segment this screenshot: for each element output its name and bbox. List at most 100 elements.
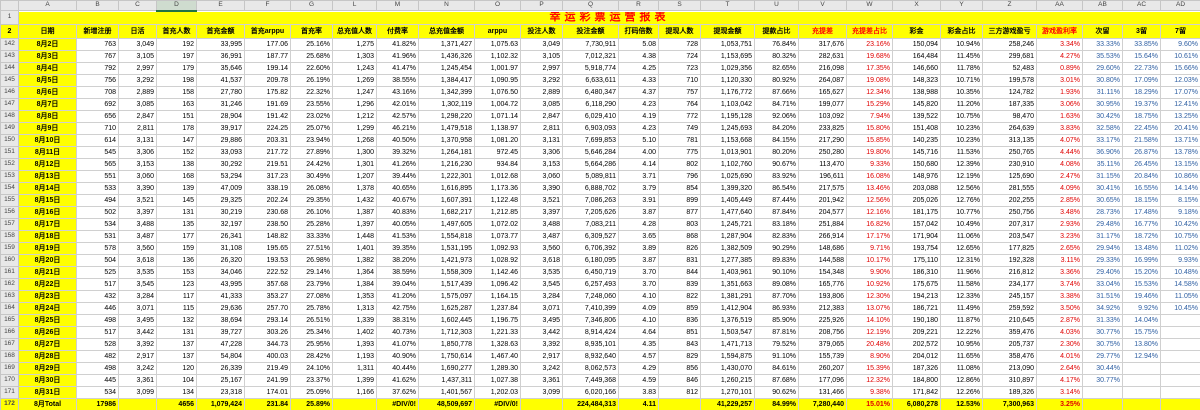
cell[interactable]: 26.51%: [290, 314, 333, 327]
cell[interactable]: 29.40%: [1082, 266, 1123, 279]
row-number[interactable]: 152: [0, 158, 19, 171]
cell[interactable]: 29,636: [196, 302, 245, 315]
row-number[interactable]: 158: [0, 230, 19, 243]
cell[interactable]: 1,216,230: [418, 158, 475, 171]
cell[interactable]: 7,248,060: [562, 290, 619, 303]
cell[interactable]: 3.36%: [1036, 266, 1083, 279]
row-number[interactable]: 146: [0, 86, 19, 99]
row-number[interactable]: 168: [0, 350, 19, 363]
cell[interactable]: 10.75%: [940, 110, 983, 123]
cell[interactable]: 6,180,095: [562, 254, 619, 267]
cell[interactable]: 123: [156, 278, 197, 291]
cell[interactable]: 1,384: [332, 278, 377, 291]
column-letter-W[interactable]: W: [846, 0, 893, 11]
cell[interactable]: 4.10: [618, 314, 659, 327]
cell[interactable]: 5,646,284: [562, 146, 619, 159]
cell[interactable]: 241.99: [244, 374, 291, 387]
cell[interactable]: 9.60%: [1160, 38, 1200, 51]
cell[interactable]: 4.29: [618, 362, 659, 375]
cell[interactable]: 30.77%: [1082, 374, 1123, 387]
cell[interactable]: 219.51: [244, 158, 291, 171]
cell[interactable]: [1160, 338, 1200, 351]
column-letter-N[interactable]: N: [418, 0, 475, 11]
cell[interactable]: 1,122.48: [474, 194, 521, 207]
cell[interactable]: 18.72%: [1122, 230, 1161, 243]
cell[interactable]: 33,995: [196, 38, 245, 51]
date-cell[interactable]: 8月9日: [18, 122, 77, 135]
cell[interactable]: 517: [76, 278, 119, 291]
cell[interactable]: 1,103,042: [700, 98, 755, 111]
cell[interactable]: 12.65%: [940, 242, 983, 255]
cell[interactable]: 796: [658, 170, 701, 183]
cell[interactable]: 708: [76, 86, 119, 99]
cell[interactable]: 1,176,772: [700, 86, 755, 99]
cell[interactable]: 1,245,454: [418, 62, 475, 75]
cell[interactable]: 972.45: [474, 146, 521, 159]
cell[interactable]: 104: [156, 374, 197, 387]
cell[interactable]: 117: [156, 290, 197, 303]
cell[interactable]: 11.20%: [940, 98, 983, 111]
cell[interactable]: 137: [156, 338, 197, 351]
cell[interactable]: 812: [658, 386, 701, 399]
cell[interactable]: 4.27%: [1036, 50, 1083, 63]
cell[interactable]: 131: [156, 326, 197, 339]
cell[interactable]: 39.44%: [376, 170, 419, 183]
cell[interactable]: [1160, 386, 1200, 399]
cell[interactable]: 1,075.63: [474, 38, 521, 51]
cell[interactable]: 10.35%: [940, 86, 983, 99]
cell[interactable]: 4656: [156, 398, 197, 410]
cell[interactable]: 5,664,286: [562, 158, 619, 171]
cell[interactable]: 8,932,640: [562, 350, 619, 363]
date-cell[interactable]: 8月12日: [18, 158, 77, 171]
cell[interactable]: 87.44%: [754, 194, 799, 207]
cell[interactable]: 4.35: [618, 338, 659, 351]
column-header-3[interactable]: 首充人数: [156, 24, 197, 39]
column-header-1[interactable]: 新增注册: [76, 24, 119, 39]
cell[interactable]: 1,196.75: [474, 314, 521, 327]
cell[interactable]: 179: [156, 62, 197, 75]
date-cell[interactable]: 8月23日: [18, 290, 77, 303]
cell[interactable]: 1,243: [332, 62, 377, 75]
cell[interactable]: 14.58%: [1160, 278, 1200, 291]
cell[interactable]: 1,382: [332, 254, 377, 267]
cell[interactable]: 10.17%: [846, 254, 893, 267]
cell[interactable]: 29.60%: [1082, 62, 1123, 75]
cell[interactable]: [118, 398, 157, 410]
cell[interactable]: 41.26%: [376, 158, 419, 171]
cell[interactable]: 29,325: [196, 194, 245, 207]
cell[interactable]: 196,611: [798, 170, 847, 183]
cell[interactable]: 1,302,119: [418, 98, 475, 111]
cell[interactable]: 14.14%: [1160, 182, 1200, 195]
cell[interactable]: 1,497,605: [418, 218, 475, 231]
cell[interactable]: 203.31: [244, 134, 291, 147]
cell[interactable]: 10.23%: [940, 122, 983, 135]
cell[interactable]: 120: [156, 362, 197, 375]
cell[interactable]: 30.80%: [1082, 74, 1123, 87]
date-cell[interactable]: 8月19日: [18, 242, 77, 255]
cell[interactable]: 26.98%: [290, 254, 333, 267]
cell[interactable]: 282,631: [798, 50, 847, 63]
cell[interactable]: 31.11%: [1082, 86, 1123, 99]
cell[interactable]: 17.48%: [1122, 206, 1161, 219]
cell[interactable]: 7,730,911: [562, 38, 619, 51]
cell[interactable]: 89.08%: [754, 278, 799, 291]
cell[interactable]: 1,328.63: [474, 338, 521, 351]
cell[interactable]: 749: [658, 122, 701, 135]
cell[interactable]: 3,099: [520, 386, 563, 399]
cell[interactable]: 250,756: [982, 206, 1037, 219]
cell[interactable]: 43.16%: [376, 86, 419, 99]
cell[interactable]: 148,686: [798, 242, 847, 255]
cell[interactable]: 53,294: [196, 170, 245, 183]
cell[interactable]: 14.10%: [846, 314, 893, 327]
cell[interactable]: 9.90%: [846, 266, 893, 279]
row-number[interactable]: 151: [0, 146, 19, 159]
cell[interactable]: 3,535: [520, 266, 563, 279]
cell[interactable]: 33.17%: [1082, 134, 1123, 147]
cell[interactable]: 35,646: [196, 62, 245, 75]
cell[interactable]: 3,521: [520, 194, 563, 207]
cell[interactable]: 10.42%: [1160, 218, 1200, 231]
cell[interactable]: 171,904: [892, 230, 941, 243]
cell[interactable]: 2.65%: [1036, 242, 1083, 255]
cell[interactable]: 25.89%: [290, 398, 333, 410]
cell[interactable]: 1,090.95: [474, 74, 521, 87]
